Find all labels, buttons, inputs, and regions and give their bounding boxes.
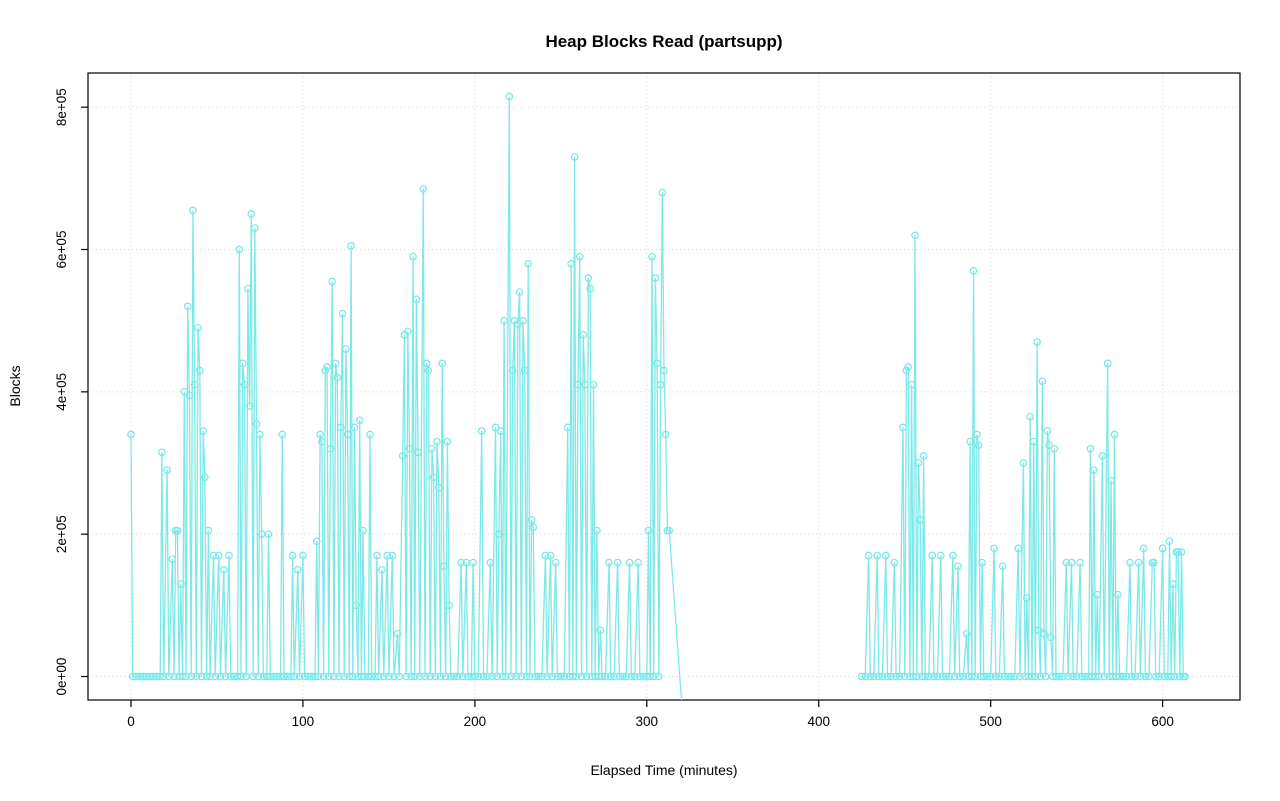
- svg-text:500: 500: [979, 714, 1002, 729]
- svg-text:4e+05: 4e+05: [54, 373, 69, 411]
- svg-text:300: 300: [636, 714, 659, 729]
- chart-title: Heap Blocks Read (partsupp): [545, 32, 783, 51]
- svg-text:200: 200: [464, 714, 487, 729]
- svg-text:0: 0: [127, 714, 135, 729]
- svg-text:100: 100: [292, 714, 315, 729]
- svg-text:0e+00: 0e+00: [54, 658, 69, 696]
- svg-text:600: 600: [1151, 714, 1174, 729]
- svg-text:400: 400: [807, 714, 830, 729]
- x-axis-label: Elapsed Time (minutes): [590, 762, 738, 778]
- svg-text:6e+05: 6e+05: [54, 231, 69, 269]
- svg-text:8e+05: 8e+05: [54, 88, 69, 126]
- svg-text:2e+05: 2e+05: [54, 515, 69, 553]
- y-axis-label: Blocks: [7, 365, 23, 407]
